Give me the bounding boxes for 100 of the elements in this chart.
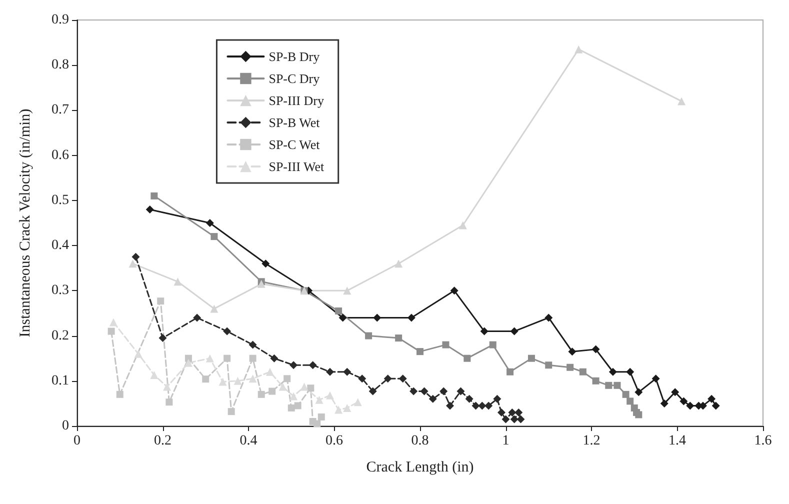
point [116,390,124,398]
point [528,354,535,362]
point [622,390,630,398]
point [465,394,474,403]
legend-label: SP-III Wet [268,159,324,174]
point [574,45,583,54]
point [278,382,287,391]
point [132,252,140,261]
point [652,374,660,383]
x-tick-label: 1 [502,434,510,448]
point [334,406,343,414]
x-tick-label: 1.6 [754,434,772,448]
point [660,399,668,408]
point [472,402,480,410]
point [294,402,302,410]
point [290,361,298,370]
point [335,307,342,314]
point [248,374,257,383]
point [218,378,227,386]
legend-label: SP-C Wet [268,137,320,152]
x-tick-label: 0.6 [326,434,343,448]
point [109,318,118,326]
point [146,205,154,214]
point [614,382,621,389]
point [497,408,506,416]
y-tick-label: 0.4 [52,238,69,254]
legend-label: SP-III Dry [268,93,324,108]
point [224,354,231,362]
point [338,314,347,322]
point [506,368,514,376]
point [193,314,202,322]
point [300,382,308,391]
point [288,404,295,412]
point [206,219,214,227]
legend-label: SP-C Dry [268,71,320,86]
y-tick-label: 0.5 [52,192,69,208]
y-tick-label: 0.3 [52,283,69,298]
point [592,345,600,354]
point [450,286,458,295]
point [416,348,424,356]
point [223,327,232,336]
point [464,354,471,362]
point [566,364,574,371]
point [508,408,516,416]
x-tick-label: 0.4 [240,434,258,448]
point [605,382,612,389]
point [174,278,182,286]
point [635,411,642,418]
y-tick-label: 0.6 [52,148,69,163]
point [510,327,518,336]
point [579,368,586,376]
point [234,376,242,385]
point [428,394,437,403]
point [206,354,214,362]
point [442,341,450,348]
y-tick-label: 0.9 [52,12,69,28]
legend-label: SP-B Dry [268,49,320,64]
point [258,390,265,398]
point [157,298,164,305]
point [478,402,486,410]
point [678,97,686,106]
point [318,413,325,420]
point [184,358,192,367]
point [398,374,407,383]
point [368,387,377,396]
point [314,420,321,428]
point [516,415,525,424]
point [150,371,158,380]
point [108,328,115,335]
point [343,404,352,412]
point [158,334,167,342]
point [307,384,314,392]
point [326,391,334,400]
point [315,396,324,404]
point [249,354,256,362]
y-tick-label: 0.7 [52,102,69,118]
point [373,314,382,322]
point [270,354,278,362]
point [257,280,266,288]
point [343,286,352,295]
point [545,362,552,369]
point [343,368,352,376]
point [262,260,270,268]
y-axis-title: Instantaneous Crack Velocity (in/min) [18,108,34,338]
point [184,354,192,362]
y-tick-label: 0.1 [52,373,69,388]
point [248,340,257,349]
point [493,394,502,403]
point [134,350,142,358]
x-tick-label: 0.8 [411,434,429,448]
x-tick-label: 1.2 [582,434,600,448]
point [634,388,643,396]
point [326,368,334,376]
point [671,388,680,396]
point [290,392,298,400]
point [365,332,372,340]
point [202,376,210,383]
point [410,387,418,396]
point [440,387,448,396]
point [456,387,465,396]
